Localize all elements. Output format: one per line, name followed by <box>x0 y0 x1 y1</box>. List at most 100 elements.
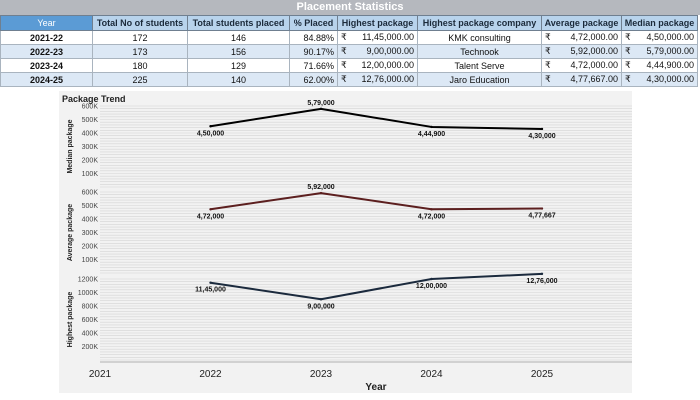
y-tick-label: 100K <box>82 171 99 178</box>
x-tick-label: 2023 <box>310 369 333 380</box>
y-tick-label: 400K <box>82 217 99 224</box>
data-label: 9,00,000 <box>307 303 334 310</box>
header-highest-company[interactable]: Highest package company <box>417 15 542 31</box>
x-tick-label: 2024 <box>420 369 443 380</box>
x-tick-label: 2022 <box>199 369 222 380</box>
rupee-icon: ₹ <box>341 32 347 42</box>
data-point <box>209 125 212 128</box>
y-tick-label: 300K <box>82 230 99 237</box>
data-point <box>430 125 433 129</box>
data-point <box>319 298 323 301</box>
data-label: 12,76,000 <box>526 278 557 285</box>
data-point <box>319 107 323 111</box>
header-year[interactable]: Year <box>0 15 93 31</box>
data-point <box>209 208 212 211</box>
placement-table: Year Total No of students Total students… <box>0 15 698 87</box>
data-point <box>540 272 544 276</box>
cell-median-value: 4,30,000.00 <box>646 74 694 84</box>
rupee-icon: ₹ <box>625 74 631 84</box>
y-axis-label: Median package <box>67 119 74 173</box>
data-label: 4,72,000 <box>197 213 224 220</box>
data-label: 5,79,000 <box>307 100 334 107</box>
cell-median[interactable]: ₹5,79,000.00 <box>621 44 698 59</box>
y-tick-label: 400K <box>82 331 99 338</box>
cell-year[interactable]: 2022-23 <box>0 44 93 59</box>
y-tick-label: 200K <box>82 344 99 351</box>
cell-highest-value: 12,00,000.00 <box>361 60 414 70</box>
cell-average-value: 5,92,000.00 <box>570 46 618 56</box>
y-tick-label: 100K <box>82 257 99 264</box>
cell-highest[interactable]: ₹12,76,000.00 <box>337 72 418 87</box>
cell-median-value: 4,50,000.00 <box>646 32 694 42</box>
rupee-icon: ₹ <box>625 46 631 56</box>
cell-average[interactable]: ₹5,92,000.00 <box>541 44 622 59</box>
table-row: 2024-25 225 140 62.00% ₹12,76,000.00 Jar… <box>0 72 698 87</box>
cell-total[interactable]: 225 <box>92 72 188 87</box>
data-label: 4,72,000 <box>418 213 445 220</box>
cell-highest-value: 11,45,000.00 <box>362 32 414 42</box>
y-tick-label: 300K <box>82 144 99 151</box>
chart-title: Package Trend <box>62 94 126 104</box>
cell-year[interactable]: 2024-25 <box>0 72 93 87</box>
cell-median-value: 5,79,000.00 <box>646 46 694 56</box>
data-label: 4,50,000 <box>197 130 224 137</box>
rupee-icon: ₹ <box>545 60 551 70</box>
rupee-icon: ₹ <box>341 74 347 84</box>
cell-average-value: 4,72,000.00 <box>570 60 618 70</box>
y-tick-label: 500K <box>82 203 99 210</box>
table-row: 2021-22 172 146 84.88% ₹11,45,000.00 KMK… <box>0 30 698 45</box>
cell-company[interactable]: Technook <box>417 44 542 59</box>
header-total-students[interactable]: Total No of students <box>92 15 188 31</box>
y-tick-label: 600K <box>82 190 99 197</box>
cell-total[interactable]: 173 <box>92 44 188 59</box>
rupee-icon: ₹ <box>545 46 551 56</box>
x-axis-title: Year <box>365 382 386 393</box>
cell-median-value: 4,44,900.00 <box>646 60 694 70</box>
rupee-icon: ₹ <box>341 46 347 56</box>
cell-company[interactable]: Jaro Education <box>417 72 542 87</box>
y-tick-label: 600K <box>82 317 99 324</box>
cell-average-value: 4,72,000.00 <box>570 32 618 42</box>
cell-percent[interactable]: 62.00% <box>289 72 338 87</box>
header-average-package[interactable]: Average package <box>541 15 622 31</box>
y-tick-label: 600K <box>82 104 99 111</box>
rupee-icon: ₹ <box>625 32 631 42</box>
data-point <box>540 127 544 131</box>
cell-highest-value: 9,00,000.00 <box>366 46 414 56</box>
y-tick-label: 1000K <box>78 290 99 297</box>
data-label: 11,45,000 <box>195 287 226 294</box>
data-point <box>430 277 433 281</box>
cell-placed[interactable]: 140 <box>187 72 290 87</box>
y-tick-label: 800K <box>82 304 99 311</box>
cell-average-value: 4,77,667.00 <box>570 74 618 84</box>
y-tick-label: 1200K <box>78 277 99 284</box>
data-label: 4,77,667 <box>528 213 555 220</box>
data-point <box>430 208 433 211</box>
header-highest-package[interactable]: Highest package <box>337 15 418 31</box>
cell-median[interactable]: ₹4,30,000.00 <box>621 72 698 87</box>
cell-percent[interactable]: 90.17% <box>289 44 338 59</box>
y-tick-label: 500K <box>82 117 99 124</box>
rupee-icon: ₹ <box>625 60 631 70</box>
table-header-row: Year Total No of students Total students… <box>0 15 698 31</box>
data-label: 4,30,000 <box>528 133 555 140</box>
cell-average[interactable]: ₹4,77,667.00 <box>541 72 622 87</box>
cell-highest[interactable]: ₹12,00,000.00 <box>337 58 418 73</box>
y-axis-label: Highest package <box>67 292 74 348</box>
header-percent-placed[interactable]: % Placed <box>289 15 338 31</box>
rupee-icon: ₹ <box>545 32 551 42</box>
data-label: 4,44,900 <box>418 131 445 138</box>
x-tick-label: 2021 <box>89 369 112 380</box>
cell-highest-value: 12,76,000.00 <box>361 74 414 84</box>
rupee-icon: ₹ <box>341 60 347 70</box>
data-point <box>209 281 212 284</box>
data-label: 5,92,000 <box>307 184 334 191</box>
data-point <box>540 207 544 210</box>
data-point <box>319 191 323 195</box>
series-line-median-package <box>210 107 543 130</box>
y-tick-label: 400K <box>82 131 99 138</box>
sheet-title: Placement Statistics <box>0 0 700 15</box>
series-line-highest-package <box>210 272 543 301</box>
header-students-placed[interactable]: Total students placed <box>187 15 290 31</box>
